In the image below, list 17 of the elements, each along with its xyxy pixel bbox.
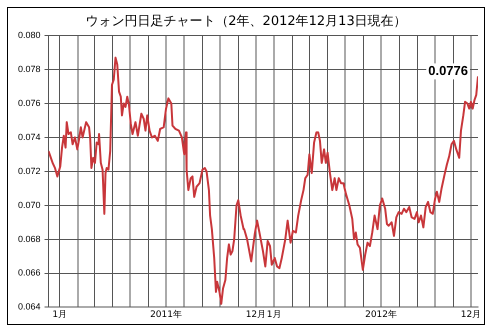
y-tick-label: 0.066 (18, 268, 41, 278)
y-tick-label: 0.068 (18, 234, 41, 244)
chart-title: ウォン円日足チャート（2年、2012年12月13日現在） (85, 14, 407, 30)
y-tick-label: 0.078 (18, 64, 41, 74)
y-tick-label: 0.070 (18, 200, 41, 210)
annotation: 0.0776 (428, 62, 468, 78)
x-tick-label: 1月 (266, 310, 282, 320)
y-tick-label: 0.064 (18, 302, 41, 312)
y-tick-label: 0.072 (18, 166, 41, 176)
y-tick-label: 0.074 (18, 132, 41, 142)
y-tick-label: 0.076 (18, 98, 41, 108)
x-tick-label: 12月 (246, 310, 266, 320)
x-tick-label: 1月 (52, 310, 68, 320)
x-tick-label: 12月 (460, 310, 482, 320)
x-tick-label: 2012年 (365, 308, 398, 320)
y-tick-label: 0.080 (18, 30, 41, 40)
x-tick-label: 2011年 (150, 308, 182, 320)
